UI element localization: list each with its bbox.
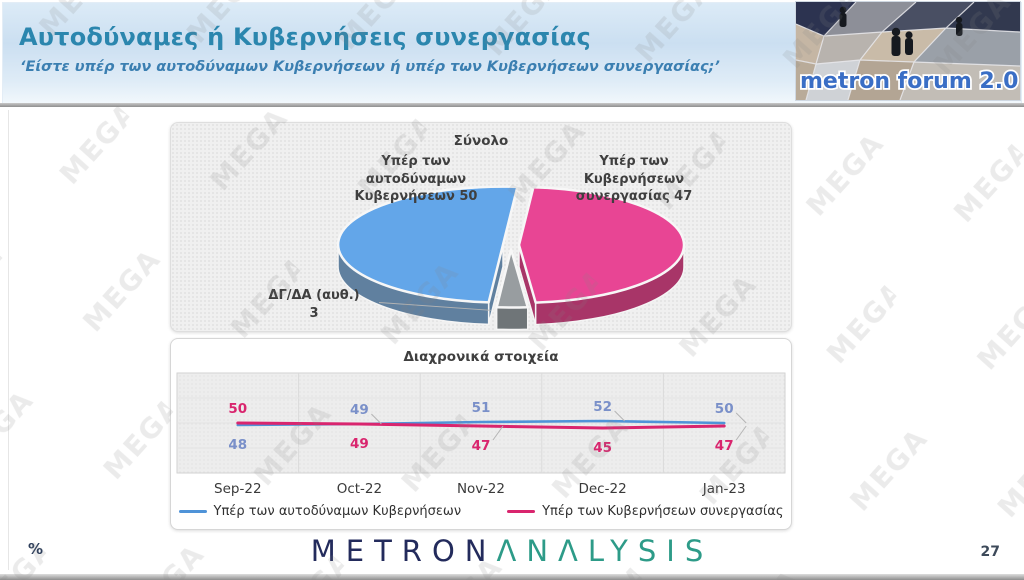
brand-analysis: ΛNΛLYSIS — [496, 534, 714, 568]
pie-label-line: Κυβερνήσεων 50 — [354, 189, 478, 205]
header-divider — [0, 103, 1024, 107]
svg-text:49: 49 — [350, 436, 369, 452]
svg-text:51: 51 — [472, 400, 491, 416]
pie-chart-panel: Σύνολο Υπέρ των αυτοδύναμων Κυβερνήσεων 50… — [170, 122, 792, 332]
svg-text:47: 47 — [472, 438, 491, 454]
logo-text: metron forum 2.0 — [800, 69, 1018, 94]
pie-label-line: αυτοδύναμων — [365, 171, 467, 187]
pie-label-autodynames: Υπέρ των αυτοδύναμων Κυβερνήσεων 50 — [316, 153, 516, 206]
x-axis-label: Nov-22 — [456, 481, 505, 497]
pie-label-synergasias: Υπέρ των Κυβερνήσεων συνεργασίας 47 — [534, 153, 734, 206]
svg-text:47: 47 — [715, 438, 734, 454]
pie-label-line: 3 — [309, 305, 319, 321]
metron-forum-logo: metron forum 2.0 — [796, 2, 1020, 100]
x-axis-label: Oct-22 — [336, 481, 383, 497]
svg-text:48: 48 — [228, 437, 247, 453]
legend-swatch — [507, 510, 536, 513]
legend-item: Υπέρ των αυτοδύναμων Κυβερνήσεων — [178, 504, 462, 519]
pie-label-line: Υπέρ των — [599, 154, 669, 169]
svg-text:45: 45 — [593, 440, 612, 456]
pie-label-line: συνεργασίας 47 — [575, 189, 693, 205]
page-number: 27 — [980, 544, 1000, 560]
trend-chart-area: 50 48 49 49 51 47 52 45 50 47 Sep-22 Oct-22 Nov-22 D… — [171, 371, 791, 519]
logo-collage-image: metron forum 2.0 — [796, 2, 1020, 100]
trend-chart-title: Διαχρονικά στοιχεία — [403, 349, 559, 365]
metron-analysis-logo: METRONΛNΛLYSIS — [0, 534, 1024, 568]
pie-label-dgda: ΔΓ/ΔΑ (αυθ.) 3 — [249, 287, 379, 322]
x-axis-labels: Sep-22 Oct-22 Nov-22 Dec-22 Jan-23 — [177, 481, 785, 497]
page-title: Αυτοδύναμες ή Κυβερνήσεις συνεργασίας — [19, 23, 591, 51]
trend-chart-panel: Διαχρονικά στοιχεία 50 48 49 49 51 47 52 45 50 47… — [170, 338, 792, 530]
svg-text:50: 50 — [228, 401, 247, 417]
line-chart: 50 48 49 49 51 47 52 45 50 47 — [176, 372, 786, 474]
pie-label-line: ΔΓ/ΔΑ (αυθ.) — [268, 288, 360, 303]
x-axis-label: Jan-23 — [702, 481, 746, 497]
bottom-bar — [0, 574, 1024, 580]
x-axis-label: Sep-22 — [214, 481, 262, 497]
pie-label-line: Κυβερνήσεων — [583, 171, 685, 187]
legend-label: Υπέρ των αυτοδύναμων Κυβερνήσεων — [213, 504, 462, 519]
brand-metron: METRON — [310, 534, 497, 568]
svg-text:52: 52 — [593, 399, 612, 415]
legend-swatch — [178, 510, 207, 513]
legend-label: Υπέρ των Κυβερνήσεων συνεργασίας — [542, 504, 784, 519]
slide-left-edge — [8, 110, 9, 570]
x-axis-label: Dec-22 — [578, 481, 627, 497]
svg-text:49: 49 — [350, 402, 369, 418]
svg-text:50: 50 — [715, 401, 734, 417]
page-subtitle: ‘Είστε υπέρ των αυτοδύναμων Κυβερνήσεων … — [20, 59, 720, 75]
chart-legend: Υπέρ των αυτοδύναμων Κυβερνήσεων Υπέρ των… — [171, 504, 791, 519]
pie-label-line: Υπέρ των — [381, 154, 451, 169]
legend-item: Υπέρ των Κυβερνήσεων συνεργασίας — [507, 504, 783, 519]
